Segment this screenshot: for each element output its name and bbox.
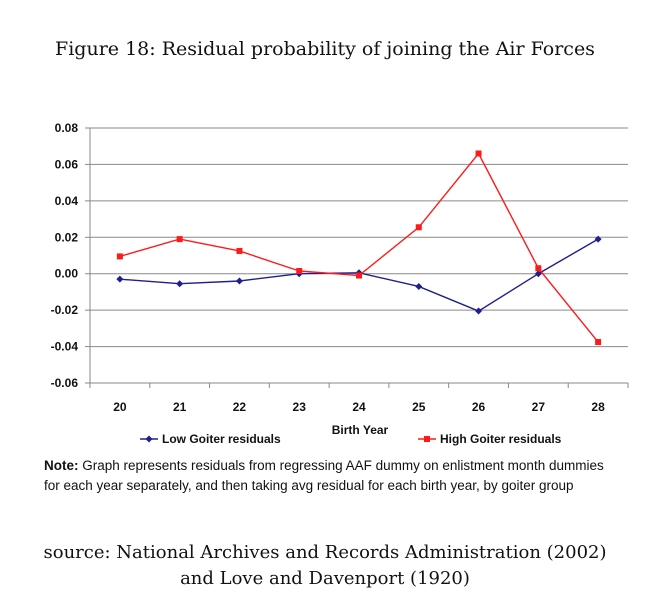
grid-lines — [90, 127, 628, 384]
x-tick-label: 21 — [173, 400, 187, 414]
note-text: Graph represents residuals from regressi… — [44, 458, 604, 493]
source-line-1: source: National Archives and Records Ad… — [43, 542, 607, 563]
y-tick-label: 0.00 — [55, 267, 79, 281]
y-tick-label: -0.06 — [51, 376, 79, 390]
series-line-2 — [119, 152, 599, 343]
data-point — [356, 272, 362, 279]
chart-note: Note: Graph represents residuals from re… — [44, 456, 614, 496]
data-point — [116, 275, 124, 283]
x-tick-label: 25 — [412, 400, 426, 414]
legend-label: High Goiter residuals — [440, 432, 562, 446]
data-point — [176, 280, 184, 288]
data-point — [594, 235, 602, 243]
legend: Low Goiter residuals High Goiter residual… — [140, 432, 562, 446]
source-line-2: and Love and Davenport (1920) — [180, 568, 470, 589]
x-tick-label: 22 — [233, 400, 247, 414]
x-tick-label: 28 — [591, 400, 605, 414]
y-tick-label: 0.04 — [55, 194, 79, 208]
axes — [85, 127, 629, 388]
data-point — [415, 282, 423, 290]
y-tick-label: 0.08 — [55, 121, 79, 135]
source-citation: source: National Archives and Records Ad… — [0, 540, 650, 592]
x-tick-label: 23 — [293, 400, 307, 414]
data-point — [415, 224, 422, 231]
y-tick-label: -0.04 — [51, 340, 79, 354]
data-point — [296, 267, 303, 274]
data-point — [475, 307, 483, 315]
figure-title: Figure 18: Residual probability of joini… — [55, 38, 595, 60]
x-tick-label: 20 — [113, 400, 127, 414]
legend-marker — [145, 435, 153, 443]
data-point — [475, 150, 482, 157]
data-point — [176, 236, 183, 243]
x-tick-label: 27 — [532, 400, 546, 414]
x-tick-labels: 20 21 22 23 24 25 26 27 28 — [113, 400, 605, 414]
x-axis-title: Birth Year — [332, 423, 389, 437]
y-tick-label: 0.06 — [55, 157, 79, 171]
x-tick-label: 26 — [472, 400, 486, 414]
legend-label: Low Goiter residuals — [162, 432, 281, 446]
y-tick-labels: 0.08 0.06 0.04 0.02 0.00 -0.02 -0.04 -0.06 — [51, 121, 79, 390]
data-point — [534, 270, 542, 278]
x-tick-label: 24 — [352, 400, 366, 414]
y-tick-label: -0.02 — [51, 303, 79, 317]
data-point — [535, 265, 542, 272]
line-chart: 0.08 0.06 0.04 0.02 0.00 -0.02 -0.04 -0.06 20 21… — [51, 121, 629, 446]
data-point — [236, 247, 243, 254]
y-tick-label: 0.02 — [55, 230, 79, 244]
legend-marker — [424, 436, 430, 442]
data-point — [595, 339, 602, 346]
data-point — [116, 253, 123, 260]
note-label: Note: — [44, 458, 79, 473]
series-lines — [116, 150, 602, 346]
data-point — [235, 277, 243, 285]
